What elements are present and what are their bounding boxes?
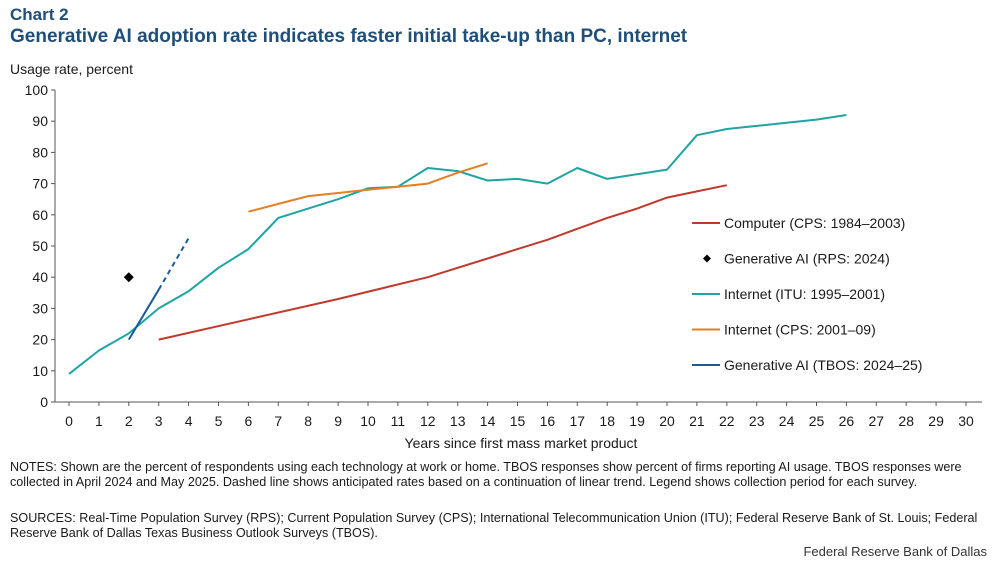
legend-swatch-marker — [703, 254, 711, 263]
legend-label: Internet (ITU: 1995–2001) — [724, 286, 885, 302]
x-tick-label: 2 — [125, 413, 133, 429]
series-line-3 — [248, 162, 488, 213]
x-tick-label: 3 — [155, 413, 163, 429]
x-tick-label: 21 — [689, 413, 705, 429]
chart-series — [68, 114, 847, 375]
x-tick-label: 25 — [809, 413, 825, 429]
chart-number: Chart 2 — [10, 5, 69, 24]
x-tick-label: 27 — [869, 413, 885, 429]
y-tick-label: 10 — [32, 363, 48, 379]
x-tick-label: 29 — [928, 413, 944, 429]
y-tick-label: 100 — [25, 82, 49, 98]
x-tick-label: 20 — [659, 413, 675, 429]
x-tick-label: 15 — [510, 413, 526, 429]
legend-label: Computer (CPS: 1984–2003) — [724, 215, 905, 231]
y-tick-label: 60 — [32, 207, 48, 223]
footer-credit: Federal Reserve Bank of Dallas — [803, 544, 987, 559]
series-projection-line — [157, 237, 190, 291]
x-tick-label: 28 — [898, 413, 914, 429]
y-tick-label: 50 — [32, 238, 48, 254]
x-tick-label: 17 — [570, 413, 586, 429]
x-tick-label: 9 — [334, 413, 342, 429]
series-line-0 — [158, 184, 728, 341]
x-tick-label: 1 — [95, 413, 103, 429]
y-tick-label: 30 — [32, 300, 48, 316]
x-tick-label: 4 — [185, 413, 193, 429]
y-axis-label: Usage rate, percent — [10, 61, 133, 77]
x-tick-label: 8 — [304, 413, 312, 429]
x-tick-label: 5 — [215, 413, 223, 429]
x-tick-label: 23 — [749, 413, 765, 429]
y-tick-label: 70 — [32, 176, 48, 192]
y-tick-label: 40 — [32, 269, 48, 285]
x-axis-label: Years since first mass market product — [405, 435, 638, 451]
series-line-4 — [127, 289, 160, 341]
x-tick-label: 13 — [450, 413, 466, 429]
x-tick-label: 12 — [420, 413, 436, 429]
x-tick-label: 10 — [360, 413, 376, 429]
x-tick-label: 22 — [719, 413, 735, 429]
chart-legend: Computer (CPS: 1984–2003) Generative AI (… — [692, 215, 922, 373]
x-tick-label: 30 — [958, 413, 974, 429]
line-chart: Usage rate, percent 01020304050607080901… — [10, 61, 982, 451]
y-tick-label: 80 — [32, 144, 48, 160]
legend-label: Generative AI (TBOS: 2024–25) — [724, 357, 922, 373]
x-tick-label: 6 — [245, 413, 253, 429]
chart-title: Generative AI adoption rate indicates fa… — [10, 26, 688, 47]
x-tick-label: 19 — [629, 413, 645, 429]
legend-label: Internet (CPS: 2001–09) — [724, 322, 876, 338]
notes-text: NOTES: Shown are the percent of responde… — [10, 460, 962, 489]
y-tick-label: 0 — [40, 394, 48, 410]
x-tick-label: 11 — [391, 413, 406, 429]
series-point-genai-rps — [123, 272, 134, 283]
y-tick-label: 90 — [32, 113, 48, 129]
series-line-2 — [68, 114, 847, 375]
y-tick-label: 20 — [32, 332, 48, 348]
x-tick-label: 24 — [779, 413, 795, 429]
x-tick-label: 26 — [839, 413, 855, 429]
x-tick-label: 0 — [65, 413, 73, 429]
x-tick-label: 18 — [599, 413, 615, 429]
sources-text: SOURCES: Real-Time Population Survey (RP… — [10, 511, 978, 540]
x-tick-label: 14 — [480, 413, 496, 429]
x-tick-label: 7 — [274, 413, 282, 429]
legend-label: Generative AI (RPS: 2024) — [724, 251, 890, 267]
x-tick-label: 16 — [540, 413, 556, 429]
